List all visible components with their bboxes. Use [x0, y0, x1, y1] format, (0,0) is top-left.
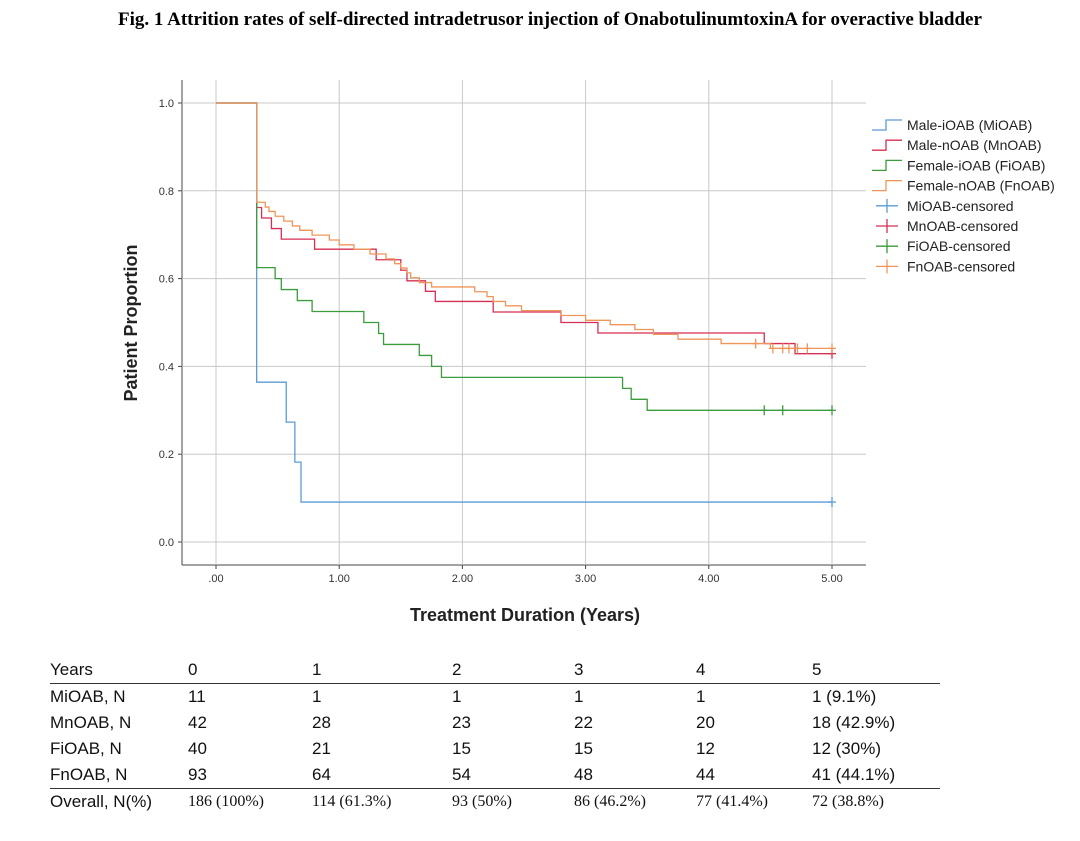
table-row: MnOAB, N 42 28 23 22 20 18 (42.9%) — [50, 710, 940, 736]
table-cell: 40 — [188, 739, 207, 758]
legend-swatch-line — [872, 159, 902, 172]
y-axis-title: Patient Proportion — [121, 245, 141, 402]
table-header-cell: 2 — [452, 660, 462, 679]
y-tick-label: 1.0 — [159, 98, 174, 110]
legend-label: MiOAB-censored — [907, 198, 1014, 214]
table-cell: 28 — [312, 713, 331, 732]
plot-area — [181, 80, 866, 566]
legend-label: Male-iOAB (MiOAB) — [907, 117, 1032, 133]
legend-label: Female-nOAB (FnOAB) — [907, 178, 1055, 194]
table-cell: 21 — [312, 739, 331, 758]
table-cell: 12 (30%) — [812, 739, 881, 758]
legend-label: MnOAB-censored — [907, 218, 1018, 234]
x-tick-label: 2.00 — [452, 573, 473, 585]
table-header-row: Years 0 1 2 3 4 5 — [50, 657, 940, 684]
table-cell: 186 (100%) — [188, 793, 264, 810]
table-cell: 86 (46.2%) — [574, 793, 646, 810]
table-cell: 44 — [696, 765, 715, 784]
legend-swatch-line — [872, 139, 902, 151]
table-cell: 15 — [574, 739, 593, 758]
table-cell: 15 — [452, 739, 471, 758]
table-cell: 41 (44.1%) — [812, 765, 896, 784]
table-cell: 1 — [696, 687, 706, 706]
table-cell: 42 — [188, 713, 207, 732]
table-cell: 23 — [452, 713, 471, 732]
y-tick-label: 0.6 — [159, 274, 174, 286]
table-cell: FnOAB, N — [50, 765, 128, 784]
table-cell: 20 — [696, 713, 715, 732]
legend-label: FiOAB-censored — [907, 238, 1010, 254]
table-cell: 12 — [696, 739, 715, 758]
table-overall-row: Overall, N(%) 186 (100%) 114 (61.3%) 93 … — [50, 788, 940, 816]
series-line-1 — [216, 102, 832, 355]
figure-title: Fig. 1 Attrition rates of self-directed … — [118, 9, 982, 30]
table-cell: 18 (42.9%) — [812, 713, 896, 732]
table-cell: 22 — [574, 713, 593, 732]
table-cell: 64 — [312, 765, 331, 784]
table-header-cell: 0 — [188, 660, 198, 679]
x-tick-label: 4.00 — [698, 573, 719, 585]
x-tick-label: 3.00 — [575, 573, 596, 585]
legend-swatch-line — [872, 119, 902, 131]
legend-label: Male-nOAB (MnOAB) — [907, 137, 1042, 153]
x-axis-title: Treatment Duration (Years) — [410, 605, 640, 625]
table-row: FiOAB, N 40 21 15 15 12 12 (30%) — [50, 736, 940, 762]
table-cell: 72 (38.8%) — [812, 793, 884, 810]
table-cell: 11 — [188, 687, 206, 706]
table-cell: MiOAB, N — [50, 687, 126, 706]
x-tick-label: .00 — [208, 573, 223, 585]
table-cell: 93 (50%) — [452, 793, 512, 810]
table-cell: 1 — [574, 687, 584, 706]
legend-label: FnOAB-censored — [907, 258, 1015, 274]
table-cell: 93 — [188, 765, 207, 784]
x-tick-label: 5.00 — [821, 573, 842, 585]
y-tick-label: 0.4 — [159, 361, 174, 373]
table-header-cell: Years — [50, 660, 93, 679]
table-row: FnOAB, N 93 64 54 48 44 41 (44.1%) — [50, 762, 940, 789]
table-cell: 77 (41.4%) — [696, 793, 768, 810]
series-lines — [216, 102, 832, 503]
legend: Male-iOAB (MiOAB) Male-nOAB (MnOAB) Female… — [872, 117, 1055, 274]
series-line-2 — [216, 102, 832, 411]
series-line-3 — [216, 102, 832, 350]
table-cell: Overall, N(%) — [50, 792, 153, 811]
table-cell: 1 — [452, 687, 462, 706]
table-header-cell: 1 — [312, 660, 322, 679]
table-cell: 48 — [574, 765, 593, 784]
table-cell: 1 (9.1%) — [812, 687, 877, 706]
censor-marks — [751, 338, 836, 508]
survival-chart: .00 1.00 2.00 3.00 4.00 5.00 0.0 0.2 0.4 0.6 0.8 1.… — [121, 80, 1055, 625]
y-tick-label: 0.2 — [159, 449, 174, 461]
table-cell: 114 (61.3%) — [312, 793, 392, 810]
table-cell: 54 — [452, 765, 471, 784]
x-tick-label: 1.00 — [328, 573, 349, 585]
y-tick-label: 0.0 — [159, 537, 174, 549]
legend-swatch-line — [872, 179, 902, 192]
series-line-0 — [216, 102, 832, 503]
table-header-cell: 3 — [574, 660, 584, 679]
tick-labels: .00 1.00 2.00 3.00 4.00 5.00 0.0 0.2 0.4 0.6 0.8 1.… — [159, 98, 843, 585]
table-header-cell: 5 — [812, 660, 822, 679]
legend-label: Female-iOAB (FiOAB) — [907, 157, 1045, 173]
table-cell: 1 — [312, 687, 322, 706]
table-header-cell: 4 — [696, 660, 706, 679]
gridlines — [182, 80, 866, 565]
y-tick-label: 0.8 — [159, 186, 174, 198]
table-row: MiOAB, N 11 1 1 1 1 1 (9.1%) — [50, 684, 940, 711]
at-risk-table: Years 0 1 2 3 4 5 MiOAB, N 11 1 1 1 1 1 … — [50, 657, 940, 815]
table-cell: FiOAB, N — [50, 739, 122, 758]
table-cell: MnOAB, N — [50, 713, 132, 732]
